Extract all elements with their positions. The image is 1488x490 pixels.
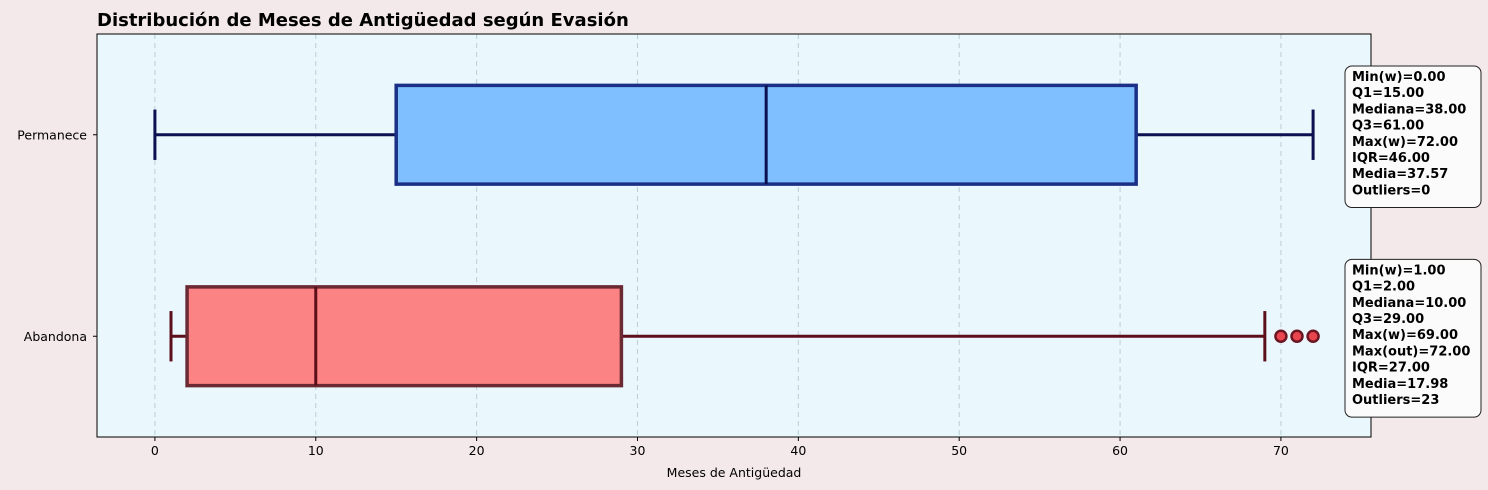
- box-permanece: [153, 83, 1315, 186]
- stats-box-frame: [1344, 65, 1482, 209]
- stat-line: Q1=15.00: [1352, 86, 1424, 101]
- stat-line: Min(w)=1.00: [1352, 263, 1446, 278]
- stat-line: Min(w)=0.00: [1352, 70, 1446, 85]
- stat-line: Media=17.98: [1352, 377, 1448, 392]
- y-tick-label: Abandona: [24, 329, 87, 344]
- iqr-box: [185, 285, 624, 388]
- stat-line: Q1=2.00: [1352, 280, 1415, 295]
- x-axis-ticks: 0 10 20 30 40 50 60 70: [151, 437, 1289, 458]
- chart-title: Distribución de Meses de Antigüedad segú…: [97, 10, 629, 31]
- x-tick-label: 10: [308, 443, 324, 458]
- y-tick-label: Permanece: [17, 127, 87, 142]
- x-axis-label: Meses de Antigüedad: [667, 465, 802, 480]
- boxes: [153, 83, 1320, 388]
- plot-frame: [96, 33, 1372, 438]
- stat-line: Max(out)=72.00: [1352, 344, 1470, 359]
- stat-line: Mediana=38.00: [1352, 102, 1466, 117]
- outlier-point: [1274, 329, 1288, 343]
- stat-line: Q3=61.00: [1352, 119, 1424, 134]
- stat-line: Outliers=0: [1352, 183, 1430, 198]
- stats-box-abandona: Min(w)=1.00Q1=2.00Mediana=10.00Q3=29.00M…: [1344, 258, 1482, 418]
- stat-line: Outliers=23: [1352, 393, 1439, 408]
- stat-line: IQR=27.00: [1352, 361, 1430, 376]
- y-axis-ticks: Permanece Abandona: [17, 127, 97, 344]
- stats-box-frame: [1344, 258, 1482, 418]
- outlier-point: [1290, 329, 1304, 343]
- x-tick-label: 70: [1273, 443, 1289, 458]
- stat-line: Mediana=10.00: [1352, 296, 1466, 311]
- x-tick-label: 60: [1112, 443, 1128, 458]
- outlier-point: [1306, 329, 1320, 343]
- x-tick-label: 40: [790, 443, 806, 458]
- stat-line: Max(w)=72.00: [1352, 135, 1458, 150]
- stat-line: Max(w)=69.00: [1352, 328, 1458, 343]
- x-tick-label: 50: [951, 443, 967, 458]
- box-abandona: [169, 285, 1320, 388]
- x-tick-label: 30: [630, 443, 646, 458]
- stat-line: Media=37.57: [1352, 167, 1448, 182]
- stat-line: IQR=46.00: [1352, 151, 1430, 166]
- stat-line: Q3=29.00: [1352, 312, 1424, 327]
- x-tick-label: 0: [151, 443, 159, 458]
- x-tick-label: 20: [469, 443, 485, 458]
